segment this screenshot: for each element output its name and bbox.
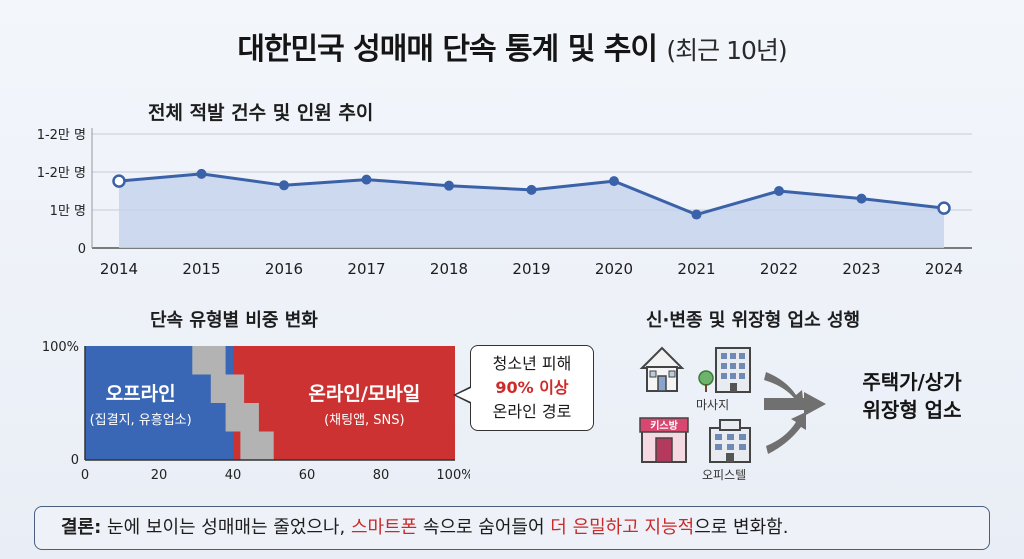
stack-chart: 오프라인 (집결지, 유흥업소) 온라인/모바일 (채팅앱, SNS) 100% 00 2… — [42, 340, 470, 483]
stack-note-online: (채팅앱, SNS) — [324, 413, 405, 428]
stack-y-tick-label: 100% — [42, 340, 79, 355]
stack-x-tick-label: 100% — [436, 468, 470, 483]
line-chart-points — [112, 168, 951, 220]
stack-bar-transition — [192, 346, 226, 375]
stack-chart-axes: 100% 00 20 40 60 80 100% — [42, 340, 470, 483]
conclusion-part3: 으로 변화함. — [694, 517, 789, 538]
stack-y-tick-label: 0 — [71, 453, 79, 468]
shop-sign-text: 키스방 — [650, 419, 678, 432]
stack-x-tick-label: 20 — [151, 468, 168, 483]
conclusion-lead: 결론: — [61, 517, 102, 538]
page-title-sub: (최근 10년) — [666, 36, 787, 65]
stack-bar-transition — [240, 431, 274, 460]
stack-bar-transition — [225, 403, 259, 432]
page-title-main: 대한민국 성매매 단속 통계 및 추이 — [237, 32, 658, 67]
massage-label: 마사지 — [696, 398, 730, 412]
flow-title: 신·변종 및 위장형 업소 성행 — [646, 310, 861, 331]
flow-result: 주택가/상가 위장형 업소 — [832, 368, 992, 424]
conclusion-highlight-smartphone: 스마트폰 — [350, 517, 418, 538]
line-chart-point — [444, 180, 454, 191]
line-chart: 01만 명1-2만 명1-2만 명 2014 2015 2016 2017 2018 20… — [37, 128, 972, 278]
stack-label-online: 온라인/모바일 — [308, 383, 420, 405]
arrow-right-icon — [764, 392, 826, 416]
page-title: 대한민국 성매매 단속 통계 및 추이 (최근 10년) — [0, 24, 1024, 68]
stack-chart-bars — [85, 346, 455, 460]
line-chart-area — [119, 173, 944, 248]
line-chart-y-ticks: 0 1만 명 1-2만 명 1-2만 명 — [37, 128, 86, 257]
line-chart-y-tick-label: 0 — [78, 242, 86, 257]
line-chart-y-tick-label: 1-2만 명 — [37, 128, 86, 143]
line-chart-point — [279, 180, 289, 191]
line-chart-x-tick-label: 2020 — [595, 260, 633, 278]
callout-line3: 온라인 경로 — [492, 402, 572, 421]
line-chart-x-tick-label: 2015 — [182, 260, 220, 278]
tree-icon — [698, 370, 714, 392]
line-chart-x-tick-label: 2021 — [677, 260, 715, 278]
house-icon — [639, 346, 685, 392]
line-chart-x-tick-label: 2017 — [347, 260, 385, 278]
callout-tail-inner — [456, 388, 471, 402]
line-chart-x-tick-label: 2024 — [925, 260, 963, 278]
conclusion-banner: 결론: 눈에 보이는 성매매는 줄었으나, 스마트폰 속으로 숨어들어 더 은밀… — [34, 506, 990, 550]
line-chart-point — [774, 186, 784, 196]
line-chart-x-ticks: 2014 2015 2016 2017 2018 2019 2020 2021 2022 2023… — [100, 260, 963, 278]
conclusion-part1: 눈에 보이는 성매매는 줄었으나, — [101, 517, 351, 538]
flow-result-line1: 주택가/상가 — [862, 370, 962, 394]
line-chart-point — [691, 209, 702, 220]
conclusion-highlight-covert: 더 은밀하고 지능적 — [550, 517, 695, 538]
conclusion-part2: 속으로 숨어들어 — [417, 517, 551, 538]
officetel-label: 오피스텔 — [702, 468, 747, 482]
line-chart-x-tick-label: 2018 — [430, 260, 468, 278]
line-chart-point — [609, 176, 619, 187]
line-chart-y-tick-label: 1만 명 — [50, 204, 86, 219]
line-chart-x-tick-label: 2014 — [100, 260, 138, 278]
shop-icon: 키스방 — [639, 417, 689, 463]
arrow-icon-group — [764, 372, 826, 454]
stack-x-tick-label: 80 — [373, 468, 390, 483]
line-chart-title: 전체 적발 건수 및 인원 추이 — [148, 102, 374, 124]
line-chart-x-tick-label: 2022 — [760, 260, 798, 278]
arrow-down-right-icon — [766, 412, 806, 454]
stack-x-tick-label: 40 — [225, 468, 242, 483]
line-chart-x-tick-label: 2016 — [265, 260, 303, 278]
stack-x-tick-label: 0 — [81, 468, 89, 483]
callout-line1: 청소년 피해 — [492, 354, 572, 373]
office-building-icon — [709, 419, 751, 463]
flow-result-line2: 위장형 업소 — [862, 398, 962, 422]
line-chart-point — [196, 168, 207, 179]
stack-note-offline: (집결지, 유흥업소) — [90, 413, 192, 428]
line-chart-x-tick-label: 2023 — [842, 260, 880, 278]
line-chart-point — [937, 201, 951, 215]
stack-label-offline: 오프라인 — [106, 383, 176, 405]
stack-x-tick-label: 60 — [299, 468, 316, 483]
line-chart-point — [856, 193, 867, 204]
callout-line2: 90% 이상 — [495, 378, 569, 397]
stack-bar-transition — [210, 374, 245, 403]
youth-callout: 청소년 피해 90% 이상 온라인 경로 — [470, 345, 594, 431]
line-chart-x-tick-label: 2019 — [512, 260, 550, 278]
stack-chart-labels: 오프라인 (집결지, 유흥업소) 온라인/모바일 (채팅앱, SNS) — [90, 383, 421, 428]
venue-icons: 키스방 — [639, 346, 826, 463]
line-chart-point — [112, 174, 126, 188]
building-icon — [715, 347, 751, 393]
stack-chart-title: 단속 유형별 비중 변화 — [150, 310, 318, 331]
line-chart-y-tick-label: 1-2만 명 — [37, 166, 86, 181]
line-chart-point — [526, 184, 537, 195]
line-chart-point — [361, 174, 372, 185]
